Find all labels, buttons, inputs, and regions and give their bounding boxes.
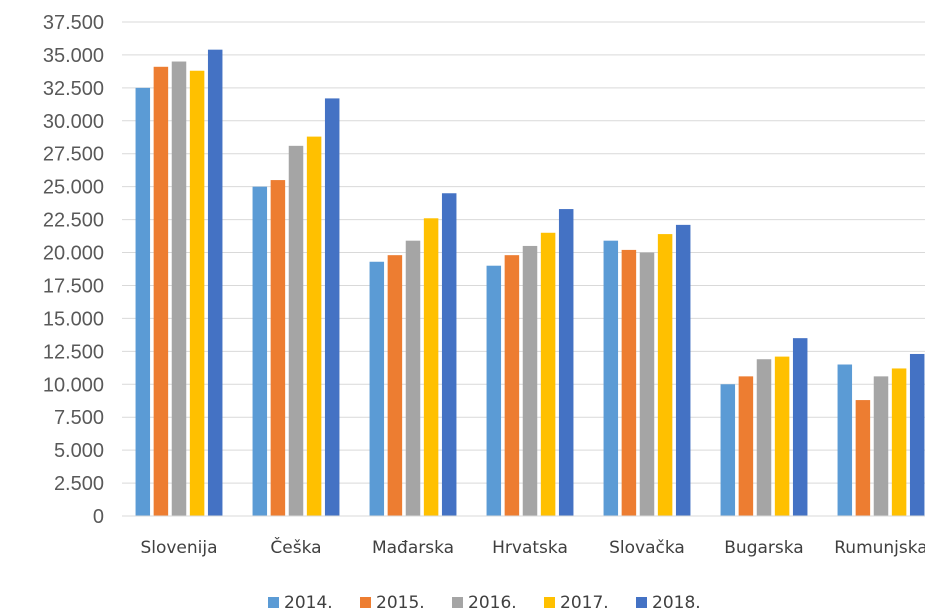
legend-swatch bbox=[360, 597, 371, 608]
bar-2014-1 bbox=[252, 186, 268, 516]
y-tick-label: 7.500 bbox=[54, 407, 104, 429]
bar-2017-4 bbox=[657, 234, 673, 516]
bar-2016-0 bbox=[171, 61, 187, 517]
y-tick-label: 0 bbox=[93, 506, 104, 528]
bar-2016-2 bbox=[405, 240, 421, 516]
bar-2017-1 bbox=[306, 136, 322, 516]
bar-2018-6 bbox=[909, 353, 925, 516]
y-tick-label: 2.500 bbox=[54, 473, 104, 495]
legend-swatch bbox=[268, 597, 279, 608]
legend-label: 2018. bbox=[652, 593, 701, 612]
y-tick-label: 37.500 bbox=[43, 12, 104, 34]
y-tick-label: 30.000 bbox=[43, 111, 104, 133]
y-tick-label: 22.500 bbox=[43, 210, 104, 232]
bar-2016-5 bbox=[756, 359, 772, 516]
bar-2018-1 bbox=[324, 98, 340, 516]
bar-2017-5 bbox=[774, 356, 790, 516]
bar-2014-5 bbox=[720, 384, 736, 516]
y-tick-label: 15.000 bbox=[43, 308, 104, 330]
bar-2018-5 bbox=[792, 338, 808, 516]
bar-2014-2 bbox=[369, 261, 385, 516]
x-tick-label: Slovačka bbox=[609, 538, 685, 558]
legend-label: 2016. bbox=[468, 593, 517, 612]
bar-2016-6 bbox=[873, 376, 889, 516]
bar-2018-0 bbox=[207, 49, 223, 516]
legend-swatch bbox=[636, 597, 647, 608]
bar-2018-4 bbox=[675, 224, 691, 517]
y-tick-label: 20.000 bbox=[43, 243, 104, 265]
bar-2017-0 bbox=[189, 70, 205, 516]
bar-2014-6 bbox=[837, 364, 853, 516]
x-tick-label: Mađarska bbox=[372, 538, 454, 558]
bar-2015-6 bbox=[855, 400, 871, 516]
legend-label: 2014. bbox=[284, 593, 333, 612]
bar-2018-3 bbox=[558, 209, 574, 516]
bar-2016-4 bbox=[639, 252, 655, 517]
x-tick-label: Češka bbox=[270, 536, 321, 558]
x-tick-label: Rumunjska bbox=[834, 538, 925, 558]
bar-2016-1 bbox=[288, 145, 304, 516]
legend: 2014. 2015. 2016. 2017. 2018. bbox=[268, 593, 701, 612]
bar-2016-3 bbox=[522, 245, 538, 517]
bar-2015-5 bbox=[738, 376, 754, 516]
bar-2014-4 bbox=[603, 240, 619, 516]
y-tick-label: 32.500 bbox=[43, 78, 104, 100]
y-tick-label: 5.000 bbox=[54, 440, 104, 462]
y-tick-label: 27.500 bbox=[43, 144, 104, 166]
x-axis-category-labels: Slovenija Češka Mađarska Hrvatska Slovačka Bu… bbox=[140, 536, 925, 558]
y-tick-label: 25.000 bbox=[43, 177, 104, 199]
legend-swatch bbox=[544, 597, 555, 608]
y-tick-label: 17.500 bbox=[43, 275, 104, 297]
bar-2017-6 bbox=[891, 368, 907, 516]
bar-2015-0 bbox=[153, 66, 169, 516]
legend-swatch bbox=[452, 597, 463, 608]
bar-2014-0 bbox=[135, 87, 151, 516]
bars bbox=[135, 49, 925, 517]
bar-2017-3 bbox=[540, 232, 556, 517]
x-tick-label: Hrvatska bbox=[492, 538, 568, 558]
y-tick-label: 35.000 bbox=[43, 45, 104, 67]
bar-2015-1 bbox=[270, 180, 286, 516]
bar-2018-2 bbox=[441, 193, 457, 516]
legend-label: 2017. bbox=[560, 593, 609, 612]
x-tick-label: Slovenija bbox=[140, 538, 217, 558]
legend-label: 2015. bbox=[376, 593, 425, 612]
y-tick-label: 10.000 bbox=[43, 374, 104, 396]
y-axis-tick-labels: 0 2.500 5.000 7.500 10.000 12.500 15.000 17.500… bbox=[43, 12, 104, 528]
x-tick-label: Bugarska bbox=[724, 538, 803, 558]
bar-2017-2 bbox=[423, 218, 439, 517]
bar-2015-3 bbox=[504, 255, 520, 516]
y-tick-label: 12.500 bbox=[43, 341, 104, 363]
bar-2014-3 bbox=[486, 265, 502, 516]
bar-2015-4 bbox=[621, 249, 637, 516]
bar-2015-2 bbox=[387, 255, 403, 516]
